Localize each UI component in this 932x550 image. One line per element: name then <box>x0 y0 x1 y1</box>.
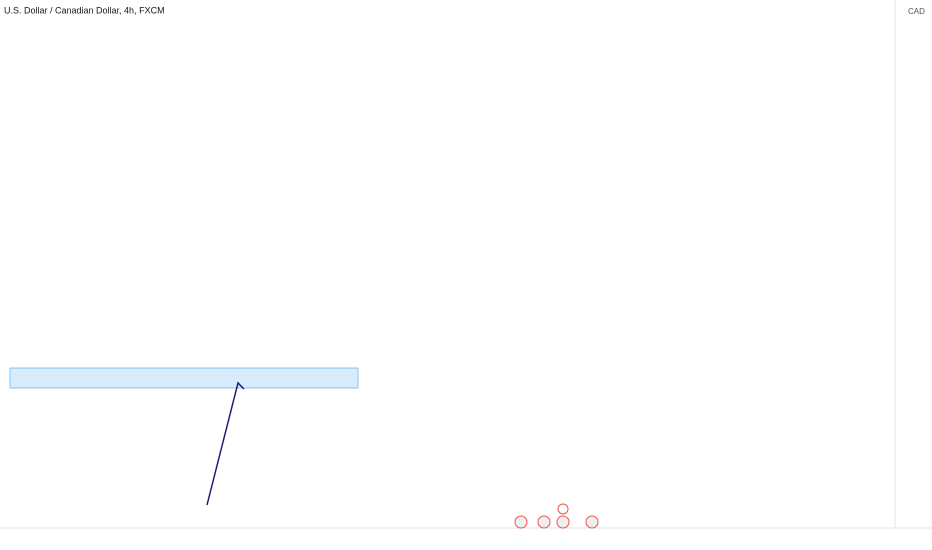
trend-line <box>206 381 245 506</box>
currency: CAD <box>908 7 925 16</box>
event-icons <box>514 503 599 529</box>
support-zone <box>9 367 359 389</box>
chart-title: U.S. Dollar / Canadian Dollar, 4h, FXCM <box>4 5 165 15</box>
